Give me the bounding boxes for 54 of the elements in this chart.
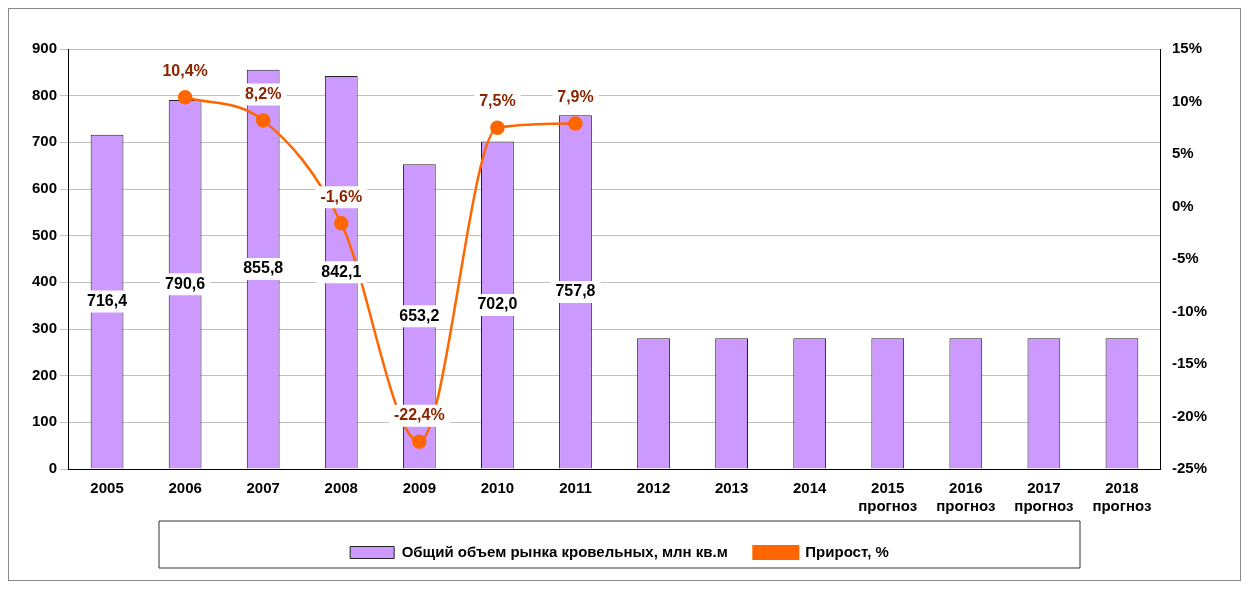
y-tick-label: 700 [32,132,58,150]
x-tick-label: 2015 прогноз [858,479,918,515]
x-tick-label: 2009 [402,479,437,497]
data-label: 757,8 [555,282,596,300]
legend-label: Общий объем рынка кровельных, млн кв.м [401,542,728,560]
data-label: 842,1 [321,262,362,280]
data-label: 8,2% [244,84,282,102]
y2-tick-label: 5% [1171,144,1194,162]
y2-tick-label: 10% [1171,91,1203,109]
y-tick-label: 0 [48,459,58,477]
data-label: 7,9% [557,87,594,105]
x-tick-label: 2017 прогноз [1014,479,1074,515]
y-tick-label: 900 [32,39,58,57]
data-label: 653,2 [399,306,440,324]
x-tick-label: 2014 [792,479,828,497]
y2-tick-label: -25% [1171,459,1208,477]
x-tick-label: 2011 [559,479,592,497]
data-label: 716,4 [87,292,128,309]
y2-tick-label: -20% [1171,406,1208,424]
data-label: 702,0 [477,295,518,313]
x-tick-label: 2013 [714,479,749,497]
point [412,434,427,449]
y2-tick-label: 15% [1171,39,1203,57]
x-tick-label: 2008 [324,479,358,497]
data-label: 10,4% [162,61,208,79]
y-tick-label: 500 [32,225,58,243]
point [334,216,349,231]
point [568,116,583,131]
y-tick-label: 800 [32,85,58,103]
y2-tick-label: -10% [1171,301,1208,319]
data-label: 7,5% [479,92,516,110]
x-tick-label: 2018 прогноз [1092,479,1152,515]
legend-label: Прирост, % [805,542,889,560]
y2-tick-label: -15% [1171,354,1208,372]
point [177,90,193,105]
y2-tick-label: -5% [1171,249,1199,267]
x-tick-label: 2005 [90,479,124,497]
x-tick-label: 2006 [168,479,202,497]
data-label: -22,4% [393,406,445,424]
x-tick-label: 2016 прогноз [936,479,996,515]
x-tick-label: 2007 [246,479,280,497]
point [490,120,505,135]
x-tick-label: 2010 [480,479,515,497]
y2-tick-label: 0% [1171,196,1194,214]
point [255,113,271,128]
y-tick-label: 400 [32,272,58,290]
x-tick-label: 2012 [636,479,671,497]
data-label: 790,6 [165,274,206,292]
y-tick-label: 100 [32,412,58,430]
data-label: -1,6% [320,187,363,205]
y-tick-label: 300 [32,319,58,337]
data-label: 855,8 [243,259,284,277]
y-tick-label: 600 [32,179,58,197]
y-tick-label: 200 [32,365,58,383]
